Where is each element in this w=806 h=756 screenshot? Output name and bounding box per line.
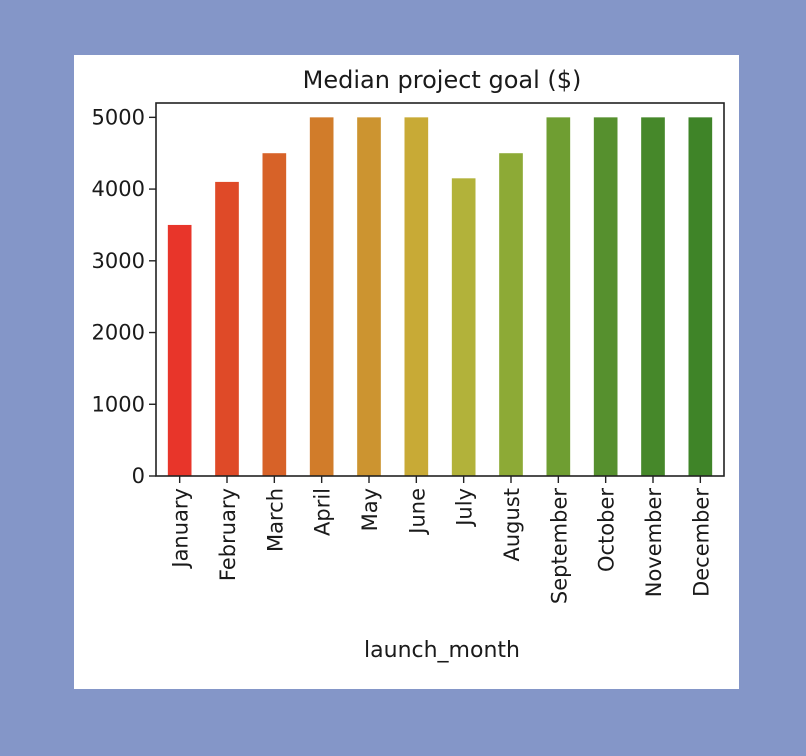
x-tick-label-july: July	[453, 488, 477, 528]
bar-july	[451, 178, 476, 476]
bar-february	[215, 181, 239, 476]
bar-november	[641, 117, 665, 476]
chart-figure: Median project goal ($) 0 1000 2000 3000 400…	[74, 55, 739, 689]
y-tick-label: 1000	[92, 392, 145, 416]
x-axis-label: launch_month	[364, 638, 520, 663]
bar-june	[404, 117, 429, 476]
bars-group	[167, 117, 713, 476]
y-tick-label: 4000	[92, 177, 145, 201]
y-tick-label: 3000	[92, 249, 145, 273]
x-tick-label-december: December	[689, 488, 713, 597]
bar-january	[167, 224, 192, 476]
x-tick-label-march: March	[263, 488, 287, 552]
x-tick-label-august: August	[500, 488, 524, 562]
y-tick-label: 2000	[92, 321, 145, 345]
bar-october	[593, 117, 618, 476]
x-tick-label-september: September	[547, 488, 571, 604]
bar-may	[357, 117, 381, 476]
x-tick-label-october: October	[595, 488, 619, 572]
bar-march	[262, 153, 287, 476]
x-tick-label-february: February	[216, 488, 240, 581]
x-axis: January February March April May June July Augu…	[169, 476, 713, 604]
bar-september	[546, 117, 571, 476]
y-axis: 0 1000 2000 3000 4000 5000	[92, 105, 156, 488]
bar-august	[499, 153, 523, 476]
bar-april	[309, 117, 334, 476]
bar-chart: Median project goal ($) 0 1000 2000 3000 400…	[92, 66, 725, 663]
chart-title: Median project goal ($)	[303, 66, 582, 94]
x-tick-label-november: November	[642, 488, 666, 598]
x-tick-label-may: May	[358, 488, 382, 531]
x-tick-label-january: January	[169, 488, 193, 570]
y-tick-label: 5000	[92, 105, 145, 129]
y-tick-label: 0	[132, 464, 145, 488]
bar-december	[688, 117, 713, 476]
plot-frame	[155, 102, 725, 477]
x-tick-label-april: April	[311, 488, 335, 536]
x-tick-label-june: June	[405, 488, 429, 536]
